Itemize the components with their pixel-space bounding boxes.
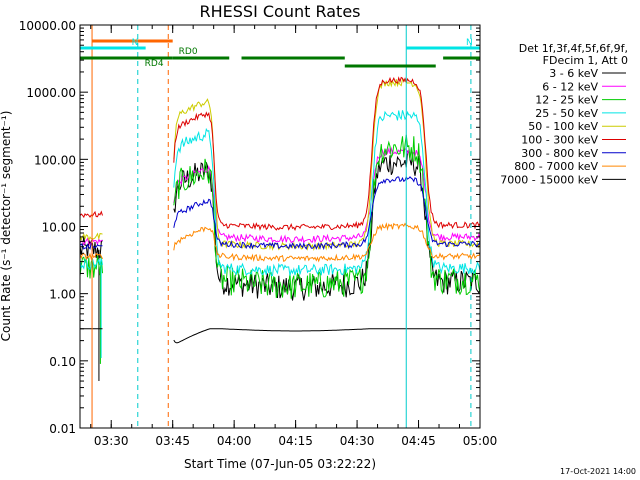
flag-bar-label: RD0	[179, 47, 198, 57]
x-tick-label: 04:30	[340, 434, 375, 448]
legend-label: 50 - 100 keV	[528, 120, 598, 133]
x-tick-label: 03:30	[94, 434, 129, 448]
legend: Det 1f,3f,4f,5f,6f,9f, FDecim 1, Att 0 3…	[500, 42, 628, 186]
legend-label: 800 - 7000 keV	[514, 160, 598, 173]
legend-label: 6 - 12 keV	[542, 80, 598, 93]
series-line	[79, 134, 481, 299]
y-tick-label: 100.00	[34, 153, 76, 167]
flag-bar-label: RD4	[145, 59, 164, 69]
y-tick-label: 10.00	[42, 221, 76, 235]
y-tick-label: 0.01	[49, 422, 76, 436]
series-line	[79, 76, 481, 232]
y-tick-label: 10000.00	[19, 19, 76, 33]
x-tick-label: 04:15	[278, 434, 313, 448]
y-tick-label: 0.10	[49, 355, 76, 369]
legend-label: 100 - 300 keV	[521, 134, 598, 147]
x-axis-label: Start Time (07-Jun-05 03:22:22)	[184, 457, 376, 471]
legend-header-line-1: Det 1f,3f,4f,5f,6f,9f,	[519, 42, 628, 55]
x-tick-label: 04:45	[401, 434, 436, 448]
series-line	[79, 222, 481, 263]
y-tick-label: 1.00	[49, 288, 76, 302]
flag-bar-label: N	[132, 38, 139, 48]
series-line	[79, 78, 481, 252]
legend-header-line-2: FDecim 1, Att 0	[543, 54, 628, 67]
axis-layer: 0.01 0.10 1.00 10.00 100.00 1000.00 10000.00 03…	[19, 19, 498, 448]
chart-title: RHESSI Count Rates	[200, 2, 361, 21]
x-tick-label: 05:00	[463, 434, 498, 448]
footer-timestamp: 17-Oct-2021 14:00	[560, 467, 636, 476]
legend-label: 300 - 800 keV	[521, 147, 598, 160]
x-tick-label: 04:00	[217, 434, 252, 448]
legend-label: 12 - 25 keV	[535, 94, 598, 107]
series-layer	[79, 76, 481, 382]
overlay-layer: N N RD0 RD4	[80, 25, 480, 428]
y-axis-label: Count Rate (s⁻¹ detector⁻¹ segment⁻¹)	[0, 111, 13, 342]
series-line	[79, 110, 481, 277]
legend-label: 7000 - 15000 keV	[500, 173, 598, 186]
series-line	[79, 175, 481, 251]
flag-bar-label: N	[466, 38, 473, 48]
legend-label: 3 - 6 keV	[549, 67, 598, 80]
x-tick-label: 03:45	[155, 434, 190, 448]
legend-label: 25 - 50 keV	[535, 107, 598, 120]
y-tick-label: 1000.00	[26, 86, 76, 100]
